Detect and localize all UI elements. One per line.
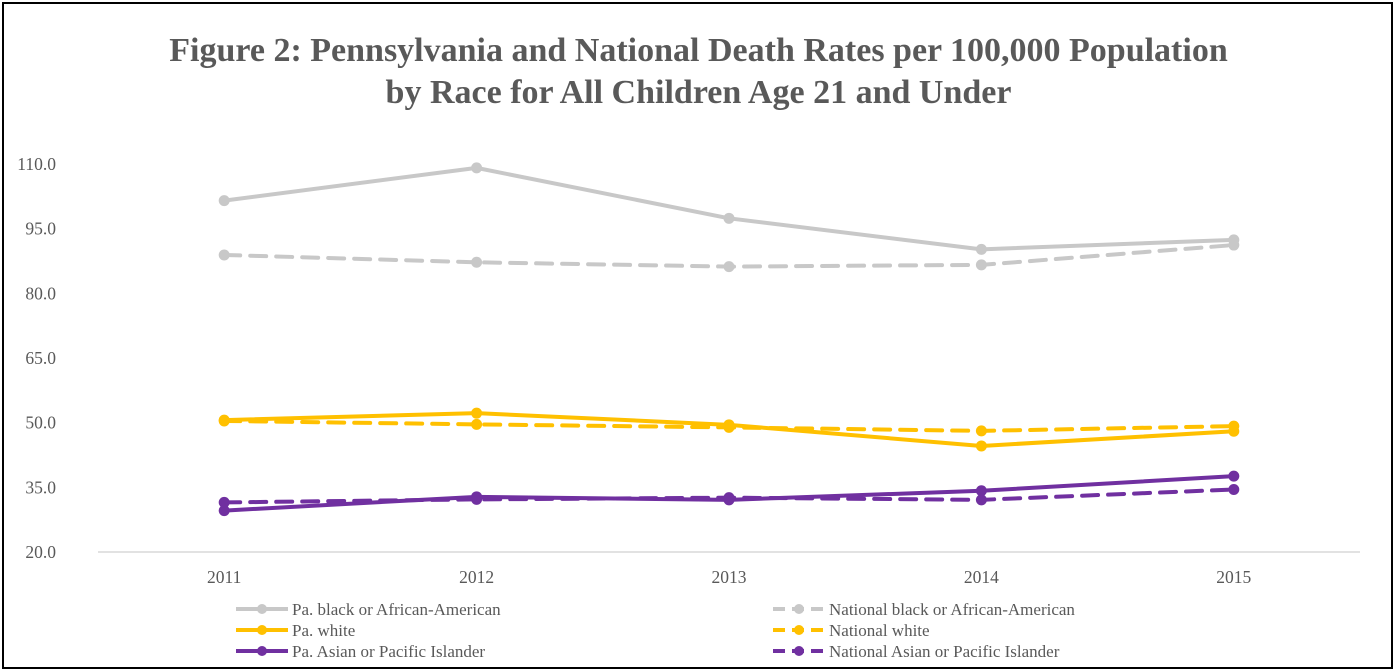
legend-item: National white [773,621,930,640]
data-point [218,195,230,207]
chart-title: Figure 2: Pennsylvania and National Deat… [0,30,1397,114]
data-point [1228,483,1240,495]
data-point [471,407,483,419]
data-point [218,505,230,517]
y-tick-label: 65.0 [25,348,56,368]
legend-swatch-marker [794,625,804,635]
data-point [975,259,987,271]
data-point [975,425,987,437]
legend-swatch-marker [257,625,267,635]
data-point [723,492,735,504]
series-5 [218,483,1240,508]
legend-item: Pa. white [236,621,355,640]
series-line [222,165,1236,252]
legend-label: National Asian or Pacific Islander [829,642,1060,661]
data-point [975,243,987,255]
legend-label: Pa. black or African-American [292,600,501,619]
legend-item: Pa. Asian or Pacific Islander [236,642,485,661]
chart-title-line-1: Figure 2: Pennsylvania and National Deat… [169,32,1228,69]
y-tick-label: 110.0 [17,154,56,174]
data-point [218,415,230,427]
legend-label: National black or African-American [829,600,1075,619]
series-3 [218,415,1240,437]
data-point [723,212,735,224]
data-point [1228,470,1240,482]
legend-item: National Asian or Pacific Islander [773,642,1060,661]
y-tick-label: 80.0 [25,283,56,303]
legend-swatch-marker [257,646,267,656]
data-point [1228,420,1240,432]
data-point [723,261,735,273]
legend-label: National white [829,621,930,640]
data-point [471,162,483,174]
data-point [723,421,735,433]
data-point [471,256,483,268]
legend-label: Pa. white [292,621,355,640]
x-tick-label: 2011 [207,567,241,587]
x-tick-label: 2013 [712,567,747,587]
data-point [471,418,483,430]
legend-item: Pa. black or African-American [236,600,501,619]
data-point [975,494,987,506]
legend-label: Pa. Asian or Pacific Islander [292,642,485,661]
data-point [975,485,987,497]
legend-swatch-marker [794,646,804,656]
x-tick-label: 2014 [964,567,999,587]
y-tick-label: 20.0 [25,542,56,562]
chart-title-line-2: by Race for All Children Age 21 and Unde… [385,74,1012,111]
series-0 [218,162,1240,255]
data-point [218,249,230,261]
y-tick-label: 95.0 [25,219,56,239]
data-point [1228,239,1240,251]
x-tick-label: 2012 [459,567,494,587]
data-point [975,440,987,452]
legend-swatch-marker [794,604,804,614]
series-1 [218,239,1240,273]
data-point [218,496,230,508]
y-tick-label: 35.0 [25,477,56,497]
y-axis-ticks: 20.0 35.0 50.0 65.0 80.0 95.0 110.0 [17,154,56,562]
legend-swatch-marker [257,604,267,614]
x-axis-ticks: 2011 2012 2013 2014 2015 [207,567,1252,587]
series-layer [218,162,1240,517]
y-tick-label: 50.0 [25,413,56,433]
legend-item: National black or African-American [773,600,1075,619]
data-point [471,493,483,505]
legend: Pa. black or African-American National bl… [236,600,1075,661]
x-tick-label: 2015 [1216,567,1251,587]
